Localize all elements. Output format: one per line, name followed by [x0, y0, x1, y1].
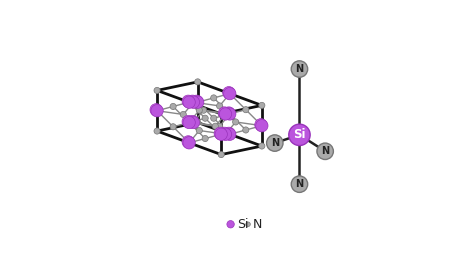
Circle shape: [259, 143, 265, 149]
Circle shape: [183, 137, 195, 149]
Circle shape: [210, 115, 217, 121]
Circle shape: [151, 105, 163, 117]
Circle shape: [191, 95, 203, 107]
Text: N: N: [295, 179, 303, 189]
Circle shape: [259, 102, 265, 108]
Circle shape: [187, 96, 200, 108]
Circle shape: [291, 61, 308, 77]
Circle shape: [201, 107, 207, 113]
Circle shape: [170, 124, 176, 130]
Circle shape: [219, 108, 232, 120]
Circle shape: [182, 136, 194, 148]
Circle shape: [186, 95, 199, 107]
Circle shape: [243, 127, 249, 133]
Text: N: N: [253, 218, 262, 231]
Circle shape: [255, 120, 268, 132]
Circle shape: [191, 96, 204, 108]
Circle shape: [182, 95, 194, 107]
Circle shape: [233, 119, 239, 125]
Circle shape: [289, 124, 310, 146]
Circle shape: [266, 135, 283, 151]
Circle shape: [202, 115, 208, 121]
Circle shape: [154, 87, 160, 93]
Circle shape: [246, 222, 250, 226]
Circle shape: [223, 127, 235, 139]
Circle shape: [202, 135, 208, 142]
Circle shape: [183, 96, 195, 108]
Circle shape: [255, 119, 267, 131]
Circle shape: [187, 116, 200, 129]
Circle shape: [215, 128, 228, 140]
Circle shape: [227, 221, 234, 228]
Circle shape: [150, 104, 162, 116]
Circle shape: [170, 103, 176, 109]
Circle shape: [210, 95, 217, 101]
Text: N: N: [271, 138, 279, 148]
Circle shape: [196, 107, 202, 113]
Circle shape: [180, 111, 186, 117]
Circle shape: [218, 151, 224, 158]
Text: N: N: [321, 146, 329, 156]
Text: Si: Si: [237, 218, 248, 231]
Circle shape: [214, 127, 227, 139]
Circle shape: [219, 107, 231, 119]
Circle shape: [217, 123, 223, 129]
Circle shape: [217, 103, 223, 109]
Circle shape: [223, 87, 235, 99]
Circle shape: [195, 119, 201, 125]
Text: N: N: [295, 64, 303, 74]
Text: Si: Si: [293, 128, 306, 141]
Circle shape: [154, 128, 160, 134]
Circle shape: [186, 115, 199, 128]
Circle shape: [317, 143, 333, 159]
Circle shape: [224, 88, 236, 100]
Circle shape: [218, 111, 224, 117]
Circle shape: [212, 123, 219, 129]
Circle shape: [223, 107, 235, 119]
Circle shape: [243, 107, 249, 113]
Circle shape: [224, 128, 236, 140]
Circle shape: [224, 108, 236, 120]
Circle shape: [182, 115, 194, 128]
Circle shape: [291, 176, 308, 193]
Circle shape: [183, 116, 195, 129]
Circle shape: [195, 79, 201, 85]
Circle shape: [219, 127, 231, 139]
Circle shape: [219, 128, 232, 140]
Circle shape: [196, 127, 202, 134]
